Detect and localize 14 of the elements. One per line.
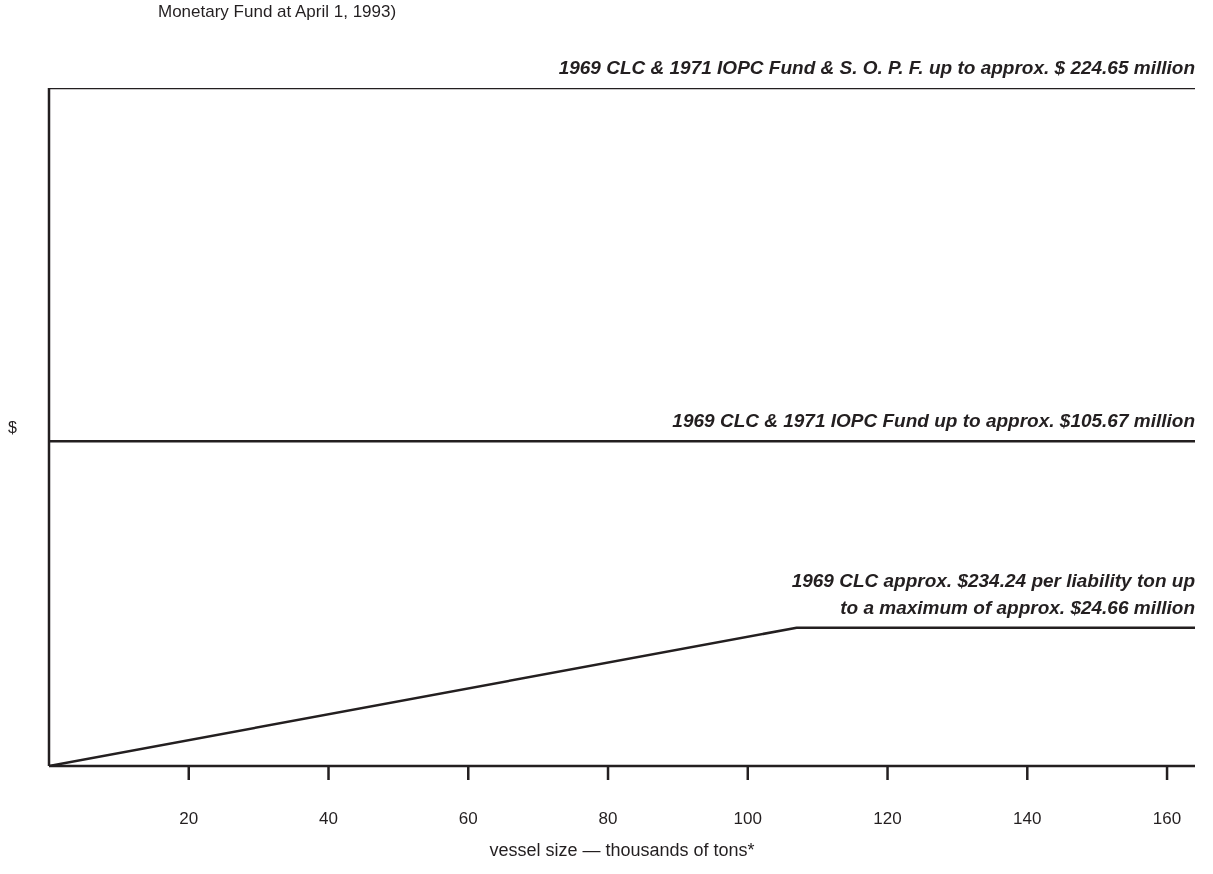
x-axis-title: vessel size — thousands of tons*	[489, 840, 755, 860]
x-tick-label: 160	[1152, 809, 1182, 829]
x-tick-label: 60	[458, 809, 478, 829]
annotation: 1969 CLC & 1971 IOPC Fund & S. O. P. F. up to approx. $ 224.65 million	[558, 57, 1195, 78]
x-tick-label: 40	[319, 809, 338, 829]
annotation: 1969 CLC & 1971 IOPC Fund up to approx. $105.67 million	[672, 410, 1195, 432]
x-tick-label: 20	[179, 809, 199, 829]
y-axis-title: $	[8, 418, 17, 436]
x-tick-label: 80	[598, 809, 618, 829]
x-tick-label: 100	[733, 809, 762, 829]
x-tick-label: 140	[1013, 809, 1042, 829]
annotation: 1969 CLC approx. $234.24 per liability ton up to a maximum of approx. $24.66 million	[791, 569, 1195, 618]
x-tick-label: 120	[873, 809, 902, 829]
chart-subtitle: Monetary Fund at April 1, 1993)	[158, 2, 397, 22]
